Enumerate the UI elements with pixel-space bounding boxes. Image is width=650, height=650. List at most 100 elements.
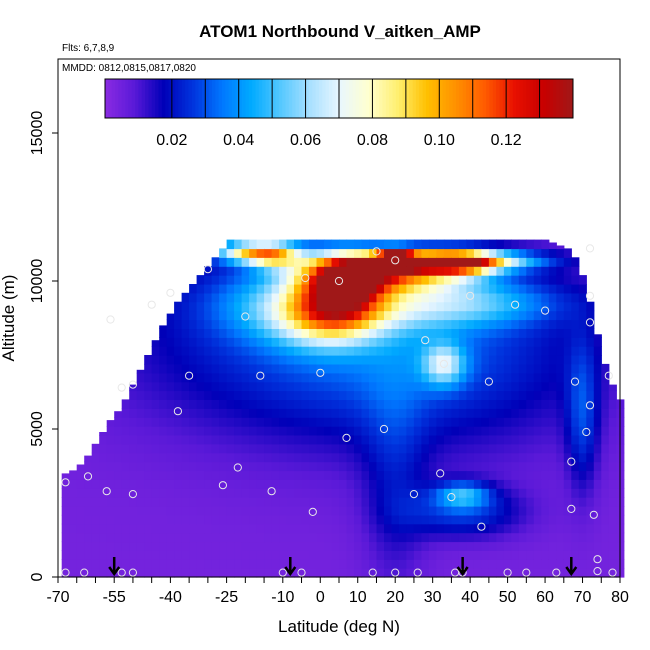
heatmap-cell <box>398 541 407 551</box>
heatmap-cell <box>473 550 482 560</box>
heatmap-cell <box>211 257 220 267</box>
heatmap-cell <box>398 381 407 392</box>
heatmap-cell <box>361 310 370 321</box>
heatmap-cell <box>451 541 460 551</box>
heatmap-cell <box>114 452 123 463</box>
heatmap-cell <box>593 363 602 374</box>
heatmap-cell <box>256 363 265 374</box>
heatmap-cell <box>106 541 115 551</box>
heatmap-cell <box>511 381 520 392</box>
heatmap-cell <box>466 434 475 445</box>
heatmap-cell <box>511 239 520 250</box>
colorbar-swatch <box>506 79 510 118</box>
heatmap-cell <box>301 514 310 525</box>
heatmap-cell <box>354 328 363 338</box>
heatmap-cell <box>279 363 288 374</box>
heatmap-cell <box>354 266 363 276</box>
heatmap-cell <box>421 248 430 258</box>
heatmap-cell <box>488 452 497 463</box>
heatmap-cell <box>249 417 258 427</box>
heatmap-cell <box>369 434 378 445</box>
colorbar-swatch <box>135 79 139 118</box>
heatmap-cell <box>226 470 235 480</box>
heatmap-cell <box>331 310 340 321</box>
heatmap-cell <box>406 390 415 400</box>
heatmap-cell <box>144 390 153 400</box>
heatmap-cell <box>226 390 235 400</box>
heatmap-cell <box>346 461 355 472</box>
heatmap-cell <box>219 301 228 312</box>
heatmap-cell <box>346 337 355 347</box>
heatmap-cell <box>436 319 445 329</box>
heatmap-cell <box>196 399 205 409</box>
heatmap-cell <box>354 541 363 551</box>
heatmap-cell <box>271 488 280 498</box>
heatmap-cell <box>518 266 527 276</box>
heatmap-cell <box>608 470 617 480</box>
heatmap-cell <box>451 443 460 454</box>
heatmap-cell <box>384 479 393 489</box>
heatmap-cell <box>286 434 295 445</box>
heatmap-cell <box>84 514 93 525</box>
heatmap-cell <box>511 248 520 258</box>
heatmap-cell <box>503 470 512 480</box>
heatmap-cell <box>271 461 280 472</box>
heatmap-cell <box>533 497 542 507</box>
heatmap-cell <box>346 399 355 409</box>
heatmap-cell <box>526 417 535 427</box>
heatmap-cell <box>324 257 333 267</box>
heatmap-cell <box>406 284 415 294</box>
heatmap-cell <box>256 426 265 436</box>
heatmap-cell <box>548 242 557 249</box>
colorbar-swatch <box>345 79 350 118</box>
observation-point <box>117 383 126 392</box>
heatmap-cell <box>106 497 115 507</box>
heatmap-cell <box>264 363 273 374</box>
heatmap-cell <box>346 523 355 534</box>
heatmap-cell <box>181 514 190 525</box>
heatmap-cell <box>413 248 422 258</box>
heatmap-cell <box>234 523 243 534</box>
heatmap-cell <box>526 346 535 356</box>
colorbar-swatch <box>415 79 420 118</box>
heatmap-cell <box>226 310 235 321</box>
heatmap-cell <box>309 408 318 418</box>
heatmap-cell <box>271 568 280 578</box>
heatmap-cell <box>593 355 602 365</box>
heatmap-cell <box>189 372 198 383</box>
heatmap-cell <box>458 470 467 480</box>
heatmap-cell <box>256 443 265 454</box>
heatmap-cell <box>406 310 415 321</box>
heatmap-cell <box>511 532 520 543</box>
heatmap-cell <box>249 319 258 329</box>
heatmap-cell <box>189 355 198 365</box>
heatmap-cell <box>181 479 190 489</box>
heatmap-cell <box>421 550 430 560</box>
heatmap-cell <box>503 337 512 347</box>
heatmap-cell <box>181 399 190 409</box>
heatmap-cell <box>428 239 437 250</box>
heatmap-cell <box>129 443 138 454</box>
heatmap-cell <box>369 408 378 418</box>
heatmap-cell <box>451 452 460 463</box>
heatmap-cell <box>384 257 393 267</box>
colorbar-swatch <box>389 79 393 118</box>
heatmap-cell <box>571 301 580 312</box>
heatmap-cell <box>264 443 273 454</box>
heatmap-cell <box>571 532 580 543</box>
heatmap-cell <box>466 452 475 463</box>
heatmap-cell <box>234 426 243 436</box>
heatmap-cell <box>181 337 190 347</box>
heatmap-cell <box>601 488 610 498</box>
heatmap-cell <box>129 497 138 507</box>
heatmap-cell <box>339 523 348 534</box>
observation-point <box>503 568 512 577</box>
heatmap-cell <box>166 514 175 525</box>
heatmap-cell <box>354 337 363 347</box>
heatmap-cell <box>144 399 153 409</box>
heatmap-cell <box>458 497 467 507</box>
heatmap-cell <box>294 434 303 445</box>
heatmap-cell <box>496 399 505 409</box>
heatmap-cell <box>301 479 310 489</box>
heatmap-cell <box>324 328 333 338</box>
